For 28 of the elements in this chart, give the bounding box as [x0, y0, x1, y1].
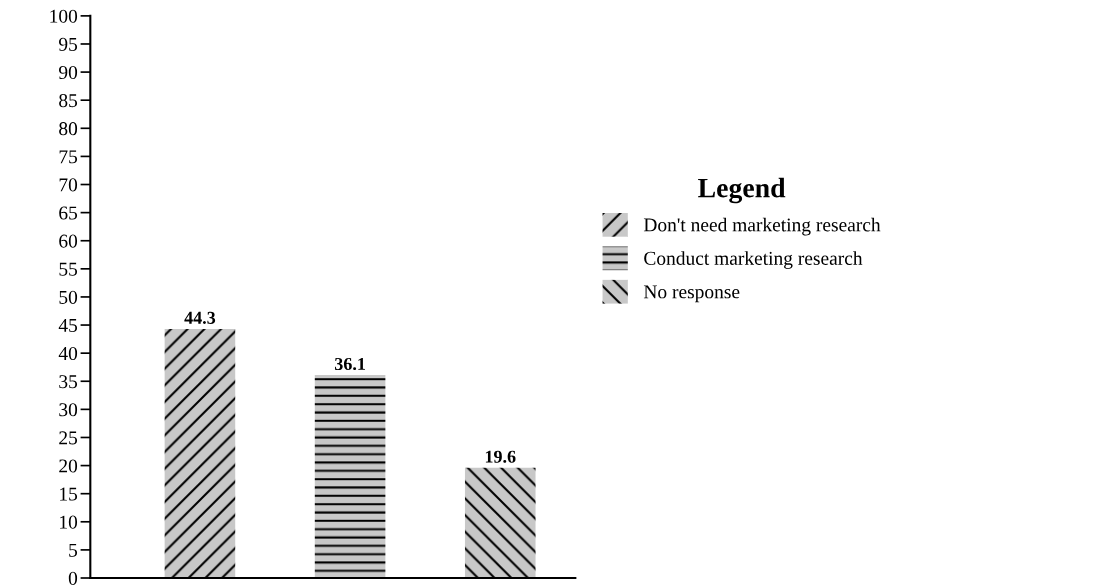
- data-label: 44.3: [184, 311, 216, 324]
- legend-title: Legend: [698, 177, 786, 204]
- y-tick-label: 55: [59, 262, 78, 276]
- y-tick-label: 85: [59, 94, 78, 108]
- y-tick-label: 40: [58, 346, 78, 361]
- y-tick-label: 50: [59, 290, 78, 304]
- legend-label: Don't need marketing research: [643, 217, 881, 236]
- y-tick-label: 10: [60, 515, 78, 529]
- y-tick-label: 45: [58, 318, 78, 332]
- data-label: 36.1: [334, 357, 365, 371]
- y-tick-label: 90: [59, 65, 78, 80]
- data-label: 19.6: [485, 450, 516, 463]
- y-tick-label: 35: [59, 375, 78, 389]
- y-tick-label: 5: [69, 543, 78, 557]
- y-tick-label: 15: [60, 487, 78, 501]
- y-tick-label: 65: [59, 206, 78, 220]
- y-tick-label: 95: [59, 37, 78, 51]
- y-tick-label: 25: [59, 431, 78, 445]
- y-tick-label: 80: [59, 122, 78, 136]
- y-tick-label: 70: [59, 178, 78, 192]
- y-tick-label: 60: [59, 234, 78, 248]
- y-tick-label: 30: [59, 403, 78, 417]
- y-tick-label: 75: [59, 150, 78, 164]
- y-tick-label: 20: [59, 459, 78, 473]
- legend-label: No response: [643, 285, 740, 303]
- y-tick-label: 0: [68, 571, 78, 585]
- legend-label: Conduct marketing research: [644, 251, 863, 269]
- y-tick-label: 100: [50, 9, 78, 23]
